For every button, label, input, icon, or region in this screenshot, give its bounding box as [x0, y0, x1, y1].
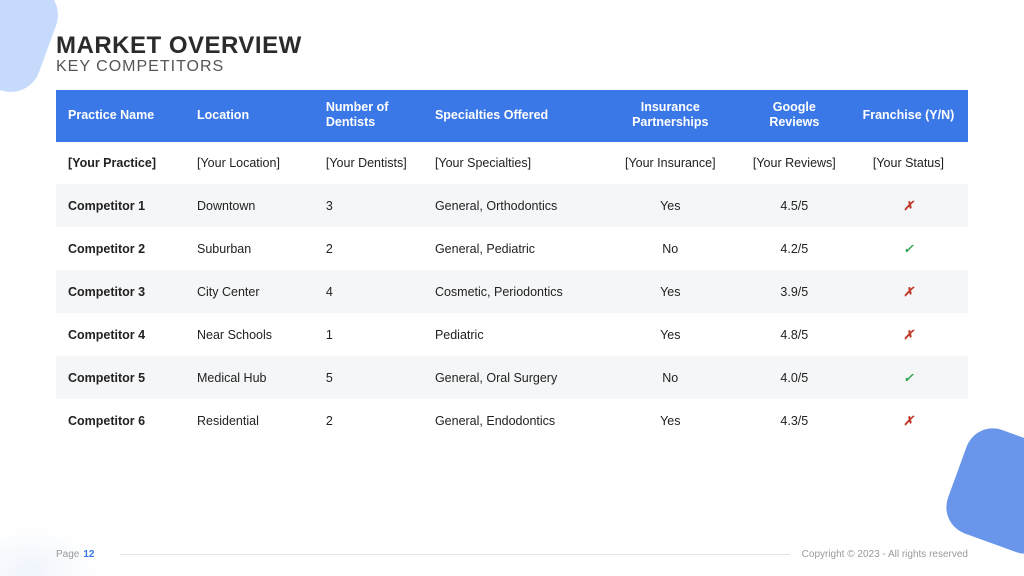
cell-specialties: General, Orthodontics: [423, 184, 601, 227]
cell-dentists: 2: [314, 399, 423, 442]
cell-dentists: 4: [314, 270, 423, 313]
check-icon: ✓: [903, 371, 913, 385]
cell-franchise-text: [Your Status]: [873, 156, 944, 170]
table-body: [Your Practice][Your Location][Your Dent…: [56, 142, 968, 442]
x-icon: ✗: [903, 328, 913, 342]
col-header-insurance: Insurance Partnerships: [601, 90, 740, 142]
col-header-dentists: Number of Dentists: [314, 90, 423, 142]
cell-dentists: 3: [314, 184, 423, 227]
cell-practice: Competitor 3: [56, 270, 185, 313]
cell-franchise: ✓: [849, 227, 968, 270]
page-number: 12: [83, 549, 94, 560]
cell-dentists: [Your Dentists]: [314, 142, 423, 184]
cell-insurance: Yes: [601, 184, 740, 227]
cell-specialties: General, Endodontics: [423, 399, 601, 442]
cell-insurance: Yes: [601, 399, 740, 442]
cell-reviews: 4.5/5: [740, 184, 849, 227]
cell-dentists: 5: [314, 356, 423, 399]
x-icon: ✗: [903, 285, 913, 299]
table-row: [Your Practice][Your Location][Your Dent…: [56, 142, 968, 184]
cell-reviews: 3.9/5: [740, 270, 849, 313]
cell-franchise: ✗: [849, 399, 968, 442]
table-row: Competitor 4Near Schools1PediatricYes4.8…: [56, 313, 968, 356]
cell-insurance: Yes: [601, 313, 740, 356]
cell-practice: Competitor 6: [56, 399, 185, 442]
cell-practice: Competitor 1: [56, 184, 185, 227]
cell-reviews: 4.0/5: [740, 356, 849, 399]
cell-location: Residential: [185, 399, 314, 442]
cell-insurance: Yes: [601, 270, 740, 313]
table-header-row: Practice Name Location Number of Dentist…: [56, 90, 968, 142]
col-header-franchise: Franchise (Y/N): [849, 90, 968, 142]
cell-dentists: 2: [314, 227, 423, 270]
competitors-table: Practice Name Location Number of Dentist…: [56, 90, 968, 442]
cell-franchise: ✗: [849, 184, 968, 227]
col-header-location: Location: [185, 90, 314, 142]
col-header-reviews: Google Reviews: [740, 90, 849, 142]
table-row: Competitor 5Medical Hub5General, Oral Su…: [56, 356, 968, 399]
x-icon: ✗: [903, 199, 913, 213]
cell-location: [Your Location]: [185, 142, 314, 184]
cell-practice: Competitor 5: [56, 356, 185, 399]
cell-insurance: No: [601, 356, 740, 399]
x-icon: ✗: [903, 414, 913, 428]
cell-specialties: General, Oral Surgery: [423, 356, 601, 399]
cell-franchise: ✓: [849, 356, 968, 399]
cell-practice: Competitor 2: [56, 227, 185, 270]
cell-location: Suburban: [185, 227, 314, 270]
check-icon: ✓: [903, 242, 913, 256]
cell-specialties: [Your Specialties]: [423, 142, 601, 184]
table-row: Competitor 2Suburban2General, PediatricN…: [56, 227, 968, 270]
table-row: Competitor 6Residential2General, Endodon…: [56, 399, 968, 442]
cell-franchise: ✗: [849, 313, 968, 356]
cell-specialties: Pediatric: [423, 313, 601, 356]
col-header-practice: Practice Name: [56, 90, 185, 142]
table-row: Competitor 1Downtown3General, Orthodonti…: [56, 184, 968, 227]
cell-franchise: [Your Status]: [849, 142, 968, 184]
col-header-specialties: Specialties Offered: [423, 90, 601, 142]
copyright-text: Copyright © 2023 - All rights reserved: [802, 549, 968, 560]
cell-reviews: 4.8/5: [740, 313, 849, 356]
cell-insurance: No: [601, 227, 740, 270]
cell-reviews: [Your Reviews]: [740, 142, 849, 184]
cell-dentists: 1: [314, 313, 423, 356]
cell-reviews: 4.2/5: [740, 227, 849, 270]
footer-divider: [120, 554, 789, 555]
slide: MARKET OVERVIEW KEY COMPETITORS Practice…: [0, 0, 1024, 576]
cell-location: Downtown: [185, 184, 314, 227]
cell-specialties: General, Pediatric: [423, 227, 601, 270]
cell-location: Medical Hub: [185, 356, 314, 399]
cell-specialties: Cosmetic, Periodontics: [423, 270, 601, 313]
cell-insurance: [Your Insurance]: [601, 142, 740, 184]
cell-practice: Competitor 4: [56, 313, 185, 356]
table-row: Competitor 3City Center4Cosmetic, Period…: [56, 270, 968, 313]
cell-reviews: 4.3/5: [740, 399, 849, 442]
slide-footer: Page 12 Copyright © 2023 - All rights re…: [56, 549, 968, 560]
competitors-table-wrap: Practice Name Location Number of Dentist…: [56, 90, 968, 442]
page-subtitle: KEY COMPETITORS: [56, 58, 968, 76]
cell-location: Near Schools: [185, 313, 314, 356]
page-label: Page: [56, 549, 79, 560]
cell-location: City Center: [185, 270, 314, 313]
cell-franchise: ✗: [849, 270, 968, 313]
cell-practice: [Your Practice]: [56, 142, 185, 184]
page-title: MARKET OVERVIEW: [56, 32, 968, 60]
